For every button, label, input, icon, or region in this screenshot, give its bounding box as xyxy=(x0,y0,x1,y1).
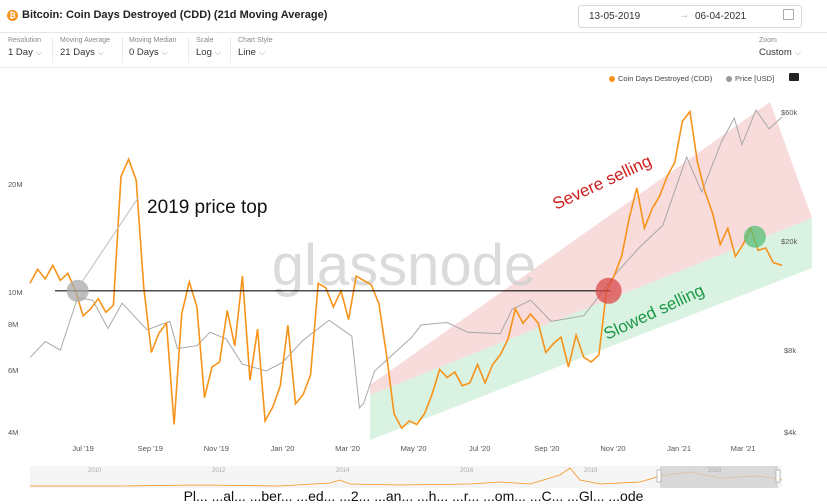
x-tick-label: Jul '20 xyxy=(469,444,490,453)
watermark: glassnode xyxy=(272,233,536,298)
resolution-value: 1 Day xyxy=(8,47,33,58)
chevron-down-icon: ⌵ xyxy=(97,48,104,57)
moving-median-value: 0 Days xyxy=(129,47,159,58)
moving-median-label: Moving Median xyxy=(129,37,177,44)
cdd-series-line xyxy=(29,109,783,430)
scale-value: Log xyxy=(196,47,212,58)
date-end[interactable]: 06-04-2021 xyxy=(695,11,747,22)
moving-average-value: 21 Days xyxy=(60,47,95,58)
chevron-down-icon: ⌵ xyxy=(794,48,801,57)
camera-icon[interactable] xyxy=(789,73,799,81)
navigator-window[interactable] xyxy=(660,466,778,488)
legend-label-price: Price [USD] xyxy=(735,74,775,83)
arrow-right-icon: → xyxy=(679,10,689,21)
scale-label: Scale xyxy=(196,37,214,44)
y-left-tick-8m: 8M xyxy=(8,320,18,329)
chart-controls: Resolution 1 Day ⌵ Moving Average 21 Days… xyxy=(0,33,827,68)
moving-average-select[interactable]: Moving Average 21 Days ⌵ xyxy=(60,37,123,63)
y-left-tick-20m: 20M xyxy=(8,180,23,189)
chart-style-value: Line xyxy=(238,47,256,58)
chevron-down-icon: ⌵ xyxy=(258,48,266,57)
chart-header: ₿ Bitcoin: Coin Days Destroyed (CDD) (21… xyxy=(0,0,827,33)
navigator-year-label: 2014 xyxy=(336,468,350,474)
resolution-select[interactable]: Resolution 1 Day ⌵ xyxy=(8,37,53,63)
chevron-down-icon: ⌵ xyxy=(161,48,168,57)
y-left-tick-10m: 10M xyxy=(8,288,23,297)
legend-item-price[interactable]: Price [USD] xyxy=(726,74,774,83)
calendar-icon[interactable] xyxy=(783,9,794,20)
chevron-down-icon: ⌵ xyxy=(35,48,42,57)
legend-label-cdd: Coin Days Destroyed (CDD) xyxy=(618,74,713,83)
y-axis-right: $60k $20k $8k $4k xyxy=(781,108,798,437)
x-tick-label: Jul '19 xyxy=(72,444,93,453)
resolution-label: Resolution xyxy=(8,37,42,44)
highlight-marker-1 xyxy=(595,277,622,304)
price-series-line xyxy=(29,108,783,410)
zoom-value: Custom xyxy=(759,47,792,58)
y-left-tick-6m: 6M xyxy=(8,366,18,375)
figure-caption: Pl... ...al... ...ber... ...ed... ...2..… xyxy=(183,488,644,504)
date-start[interactable]: 13-05-2019 xyxy=(589,11,641,22)
moving-average-label: Moving Average xyxy=(60,37,111,44)
y-axis-left: 20M 10M 8M 6M 4M xyxy=(8,180,23,437)
cdd-chart: glassnode 20M 10M 8M 6M 4M $60k $20k $8k… xyxy=(8,102,812,488)
legend-dot-cdd xyxy=(609,76,615,83)
x-tick-label: Jan '21 xyxy=(667,444,691,453)
navigator-year-label: 2016 xyxy=(460,468,474,474)
chart-title: Bitcoin: Coin Days Destroyed (CDD) (21d … xyxy=(22,9,328,21)
price-top-pointer xyxy=(79,197,139,286)
slowed-selling-band xyxy=(370,218,812,440)
chevron-down-icon: ⌵ xyxy=(214,48,221,57)
x-tick-label: Nov '20 xyxy=(600,444,625,453)
navigator-handle-right[interactable] xyxy=(775,469,781,483)
x-tick-label: Mar '21 xyxy=(731,444,756,453)
legend-item-cdd[interactable]: Coin Days Destroyed (CDD) xyxy=(609,74,712,83)
x-tick-label: May '20 xyxy=(401,444,427,453)
navigator-year-label: 2012 xyxy=(212,468,226,474)
legend-dot-price xyxy=(726,76,732,83)
zoom-label: Zoom xyxy=(759,37,777,44)
scale-select[interactable]: Scale Log ⌵ xyxy=(196,37,231,63)
navigator-handle-left[interactable] xyxy=(656,469,662,483)
y-right-tick-8k: $8k xyxy=(784,346,796,355)
x-axis: Jul '19 Sep '19 Nov '19 Jan '20 Mar '20 May '… xyxy=(72,444,755,453)
x-tick-label: Jan '20 xyxy=(270,444,294,453)
navigator-year-label: 2010 xyxy=(88,468,102,474)
chart-style-select[interactable]: Chart Style Line ⌵ xyxy=(238,37,284,63)
x-tick-label: Sep '20 xyxy=(534,444,559,453)
y-right-tick-60k: $60k xyxy=(781,108,798,117)
highlight-marker-0 xyxy=(66,279,89,302)
x-tick-label: Sep '19 xyxy=(138,444,163,453)
zoom-select[interactable]: Zoom Custom ⌵ xyxy=(759,37,819,63)
moving-median-select[interactable]: Moving Median 0 Days ⌵ xyxy=(129,37,189,63)
y-right-tick-4k: $4k xyxy=(784,428,796,437)
y-left-tick-4m: 4M xyxy=(8,428,18,437)
chart-style-label: Chart Style xyxy=(238,37,273,44)
navigator-year-label: 2018 xyxy=(584,468,598,474)
date-range-picker[interactable]: 13-05-2019 → 06-04-2021 xyxy=(578,5,802,28)
navigator-year-label: 2020 xyxy=(708,468,722,474)
highlight-marker-2 xyxy=(743,225,766,248)
y-right-tick-20k: $20k xyxy=(781,237,798,246)
annotation-price-top: 2019 price top xyxy=(147,197,267,218)
highlight-markers xyxy=(66,225,766,304)
x-tick-label: Mar '20 xyxy=(335,444,360,453)
bitcoin-icon: ₿ xyxy=(7,10,18,21)
x-tick-label: Nov '19 xyxy=(204,444,229,453)
overview-navigator[interactable]: 2010 2012 2014 2016 2018 2020 xyxy=(30,466,783,488)
